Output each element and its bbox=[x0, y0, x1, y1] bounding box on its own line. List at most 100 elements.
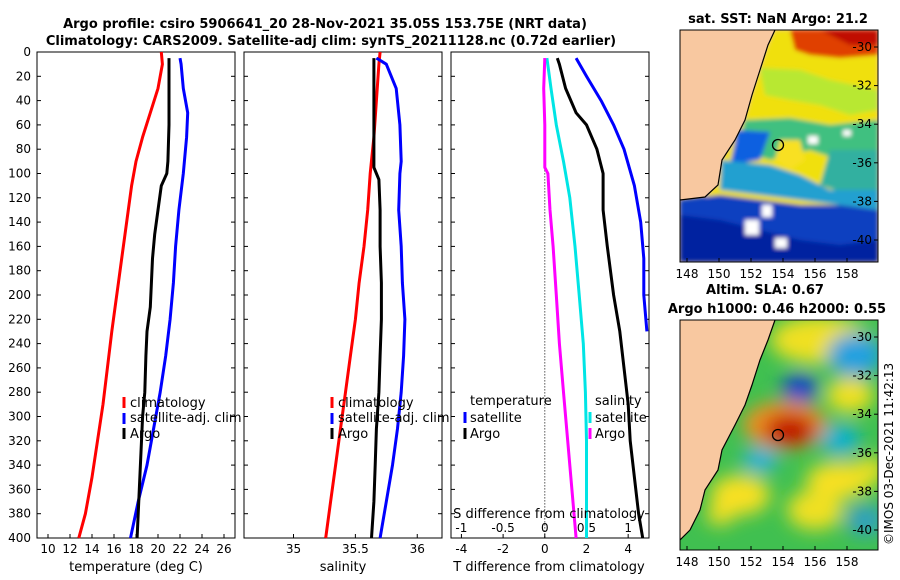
legend-label-argo: Argo bbox=[595, 427, 625, 442]
series-line-temperature-satellite bbox=[574, 57, 649, 332]
legend-label-climatology: climatology bbox=[338, 396, 414, 411]
lat-tick-label: -32 bbox=[852, 369, 872, 383]
depth-tick-label: 120 bbox=[8, 191, 31, 205]
top-x-tick-label: -0.5 bbox=[491, 521, 514, 535]
lat-tick-label: -40 bbox=[852, 523, 872, 537]
top-x-tick-label: 0 bbox=[541, 521, 549, 535]
depth-tick-label: 360 bbox=[8, 482, 31, 496]
series-line-argo bbox=[135, 58, 171, 539]
series-line-salinity-argo bbox=[542, 58, 578, 539]
legend-label-argo: Argo bbox=[338, 427, 368, 442]
x-tick-label: 35 bbox=[286, 542, 301, 556]
coastline bbox=[680, 30, 776, 201]
x-tick-label: 22 bbox=[172, 542, 187, 556]
coastline bbox=[680, 320, 776, 541]
x-tick-label: 14 bbox=[84, 542, 99, 556]
depth-tick-label: 380 bbox=[8, 507, 31, 521]
lon-tick-label: 150 bbox=[708, 555, 731, 569]
argo-location-marker bbox=[771, 428, 785, 442]
depth-tick-label: 400 bbox=[8, 531, 31, 545]
depth-tick-label: 60 bbox=[16, 118, 31, 132]
lon-tick-label: 154 bbox=[772, 555, 795, 569]
difference-top-xlabel: S difference from climatology bbox=[453, 507, 645, 522]
legend-title-temperature: temperature bbox=[470, 394, 552, 409]
top-x-tick-label: 1 bbox=[624, 521, 632, 535]
land-overlay bbox=[680, 30, 775, 200]
depth-tick-label: 200 bbox=[8, 288, 31, 302]
lon-tick-label: 152 bbox=[740, 267, 763, 281]
argo-location-marker bbox=[771, 138, 785, 152]
lat-tick-label: -30 bbox=[852, 40, 872, 54]
lon-tick-label: 150 bbox=[708, 267, 731, 281]
lon-tick-label: 158 bbox=[836, 267, 859, 281]
x-tick-label: 35.5 bbox=[342, 542, 369, 556]
lon-tick-label: 156 bbox=[804, 267, 827, 281]
salinity-xlabel: salinity bbox=[320, 560, 367, 575]
difference-chart: -4 -2 0 2 4-1 -0.5 0 0.5 1 bbox=[455, 57, 649, 556]
depth-tick-label: 220 bbox=[8, 312, 31, 326]
legend-label-satellite: satellite-adj. clim bbox=[338, 411, 450, 426]
legend-label-satellite: satellite bbox=[470, 411, 522, 426]
temperature-chart: 10 12 14 16 18 20 22 24 26 bbox=[40, 51, 232, 556]
lon-tick-label: 156 bbox=[804, 555, 827, 569]
series-line-temperature-argo bbox=[555, 57, 645, 539]
depth-tick-label: 20 bbox=[16, 69, 31, 83]
depth-axis: 0 20 40 60 80 100 120 140 160 180 200 220 240 260 280 3… bbox=[8, 45, 649, 545]
legend-label-argo: Argo bbox=[130, 427, 160, 442]
temperature-xlabel: temperature (deg C) bbox=[69, 560, 203, 575]
series-line-salinity-satellite bbox=[545, 57, 588, 538]
depth-tick-label: 140 bbox=[8, 215, 31, 229]
series-line-climatology bbox=[77, 51, 164, 539]
legend-label-climatology: climatology bbox=[130, 396, 206, 411]
sla-map bbox=[680, 320, 878, 550]
depth-tick-label: 180 bbox=[8, 264, 31, 278]
depth-tick-label: 280 bbox=[8, 385, 31, 399]
salinity-chart: 35 35.5 36 bbox=[286, 51, 425, 556]
series-line-satellite-adj-clim bbox=[129, 57, 190, 539]
depth-tick-label: 240 bbox=[8, 337, 31, 351]
difference-xlabel: T difference from climatology bbox=[452, 560, 645, 575]
series-line-argo bbox=[370, 58, 383, 539]
depth-tick-label: 0 bbox=[23, 45, 31, 59]
x-tick-label: -2 bbox=[497, 542, 509, 556]
x-tick-label: 12 bbox=[62, 542, 77, 556]
x-tick-label: 20 bbox=[150, 542, 165, 556]
x-tick-label: 16 bbox=[106, 542, 121, 556]
lon-tick-label: 148 bbox=[676, 267, 699, 281]
sla-field bbox=[706, 320, 878, 536]
x-tick-label: 10 bbox=[40, 542, 55, 556]
legend-label-argo: Argo bbox=[470, 427, 500, 442]
lat-tick-label: -38 bbox=[852, 484, 872, 498]
lat-tick-label: -38 bbox=[852, 194, 872, 208]
x-tick-label: 26 bbox=[216, 542, 231, 556]
difference-legend-temperature: temperature satellite Argo bbox=[463, 394, 552, 442]
sla-map-axes: 148 150 152 154 156 158 -30 -32 -34 -36 -38 -40 bbox=[676, 330, 878, 569]
lat-tick-label: -32 bbox=[852, 79, 872, 93]
depth-tick-label: 80 bbox=[16, 142, 31, 156]
lon-tick-label: 154 bbox=[772, 267, 795, 281]
sst-map bbox=[680, 30, 878, 262]
lat-tick-label: -30 bbox=[852, 330, 872, 344]
figure-title-line1: Argo profile: csiro 5906641_20 28-Nov-20… bbox=[63, 17, 587, 32]
series-line-satellite-adj-clim bbox=[375, 56, 407, 539]
x-tick-label: 4 bbox=[624, 542, 632, 556]
sst-map-axes: 148 150 152 154 156 158 -30 -32 -34 -36 -38 -40 bbox=[676, 40, 878, 281]
legend-label-satellite: satellite-adj. clim bbox=[130, 411, 242, 426]
sst-map-frame bbox=[679, 29, 879, 263]
depth-tick-label: 340 bbox=[8, 458, 31, 472]
top-x-tick-label: -1 bbox=[455, 521, 467, 535]
salinity-plot-frame bbox=[243, 51, 443, 539]
x-tick-label: 24 bbox=[194, 542, 209, 556]
depth-tick-label: 300 bbox=[8, 410, 31, 424]
lon-tick-label: 158 bbox=[836, 555, 859, 569]
legend-label-satellite: satellite bbox=[595, 411, 647, 426]
sst-field bbox=[680, 30, 878, 262]
lon-tick-label: 148 bbox=[676, 555, 699, 569]
temperature-plot-frame bbox=[36, 51, 236, 539]
lat-tick-label: -36 bbox=[852, 156, 872, 170]
lon-tick-label: 152 bbox=[740, 555, 763, 569]
sla-map-title-line1: Altim. SLA: 0.67 bbox=[706, 283, 824, 298]
x-tick-label: 18 bbox=[128, 542, 143, 556]
sst-map-title: sat. SST: NaN Argo: 21.2 bbox=[688, 12, 868, 27]
